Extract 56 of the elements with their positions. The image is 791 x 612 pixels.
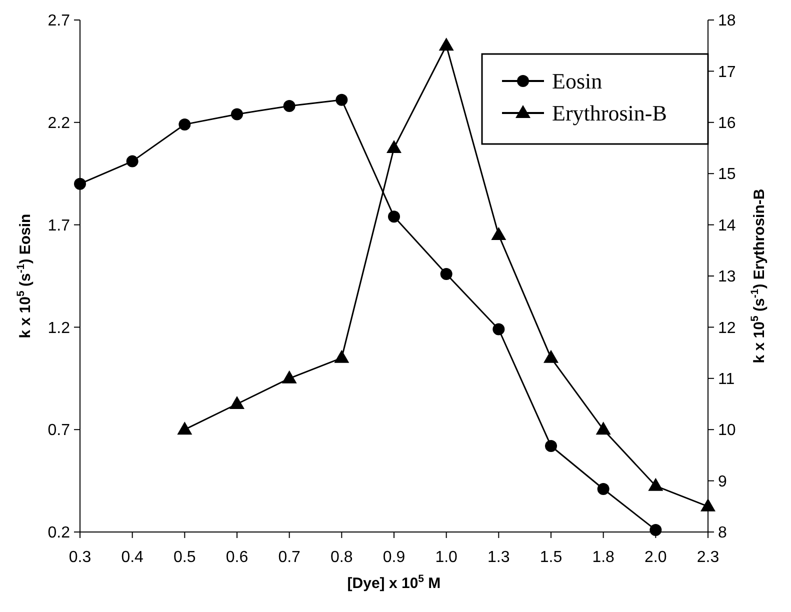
y2-tick-label: 12 (718, 320, 736, 337)
point (544, 350, 558, 363)
point (386, 140, 402, 153)
point (545, 440, 557, 452)
point (650, 524, 662, 536)
point (388, 210, 400, 223)
point (230, 396, 244, 409)
point (336, 94, 348, 106)
x-tick-label: 1.0 (435, 549, 458, 566)
x-tick-label: 0.4 (121, 549, 144, 566)
point (177, 422, 192, 435)
x-tick-label: 0.6 (226, 549, 248, 566)
x-tick-label: 0.7 (278, 549, 301, 566)
legend-label: Erythrosin-B (552, 100, 667, 126)
y-tick-label: 2.2 (48, 115, 70, 132)
x-tick-label: 2.0 (644, 549, 667, 566)
y2-tick-label: 18 (718, 12, 736, 30)
y2-tick-label: 13 (718, 268, 736, 286)
point (178, 118, 191, 130)
y2-tick-label: 10 (718, 422, 736, 440)
y2-tick-label: 11 (718, 371, 735, 388)
x-tick-label: 1.5 (540, 549, 562, 566)
y2-tick-label: 17 (718, 64, 736, 81)
point (231, 108, 243, 120)
point (597, 482, 610, 495)
y2-tick-label: 15 (718, 166, 736, 184)
point (126, 155, 138, 168)
y-tick-label: 1.7 (48, 217, 70, 234)
y-tick-label: 0.2 (48, 524, 70, 542)
point (440, 268, 452, 280)
y-tick-label: 2.7 (48, 12, 70, 30)
point (596, 422, 611, 435)
y2-tick-label: 9 (718, 473, 727, 490)
y2-tick-label: 14 (718, 217, 736, 234)
y-tick-label: 0.7 (48, 422, 70, 440)
point (283, 100, 296, 112)
point (648, 478, 664, 491)
x-tick-label: 1.8 (592, 549, 615, 566)
point (491, 227, 506, 240)
x-tick-label: 0.5 (174, 549, 196, 566)
x-axis-title: [Dye] x 10$^{5}$ M (347, 573, 441, 592)
legend-label: Eosin (552, 68, 602, 94)
point (492, 323, 505, 336)
point (74, 178, 86, 190)
point (438, 38, 454, 51)
point (334, 350, 350, 363)
x-tick-label: 1.3 (488, 549, 510, 566)
point (700, 498, 716, 512)
x-tick-label: 2.3 (696, 549, 720, 566)
point (282, 370, 297, 384)
x-tick-label: 0.9 (382, 549, 406, 566)
y-tick-label: 1.2 (48, 320, 70, 337)
x-tick-label: 0.8 (330, 549, 353, 566)
y2-tick-label: 16 (718, 115, 736, 132)
x-tick-label: 0.3 (68, 549, 92, 566)
y2-tick-label: 8 (718, 524, 727, 542)
